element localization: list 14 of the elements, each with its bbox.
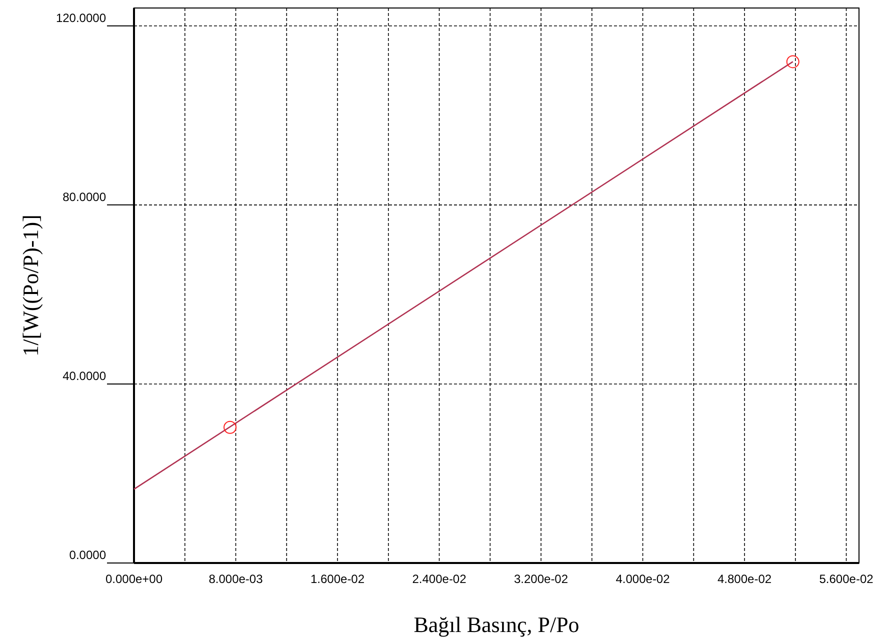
x-tick-label: 8.000e-03 xyxy=(208,572,264,586)
x-tick-label: 3.200e-02 xyxy=(514,572,568,586)
x-tick-label: 4.000e-02 xyxy=(616,572,670,586)
x-axis-title: Bağıl Basınç, P/Po xyxy=(414,612,580,637)
x-tick-label: 1.600e-02 xyxy=(310,572,365,586)
x-tick-label: 5.600e-02 xyxy=(819,572,874,586)
y-tick-label: 80.0000 xyxy=(62,190,106,204)
x-tick-label: 4.800e-02 xyxy=(718,572,772,586)
y-tick-label: 0.0000 xyxy=(69,548,106,562)
y-tick-label: 40.0000 xyxy=(62,368,106,383)
y-tick-label: 120.0000 xyxy=(56,10,106,25)
x-tick-label: 0.000e+00 xyxy=(105,572,163,586)
y-axis-title: 1/[W((Po/P)-1)] xyxy=(18,214,43,356)
x-tick-label: 2.400e-02 xyxy=(412,572,467,586)
